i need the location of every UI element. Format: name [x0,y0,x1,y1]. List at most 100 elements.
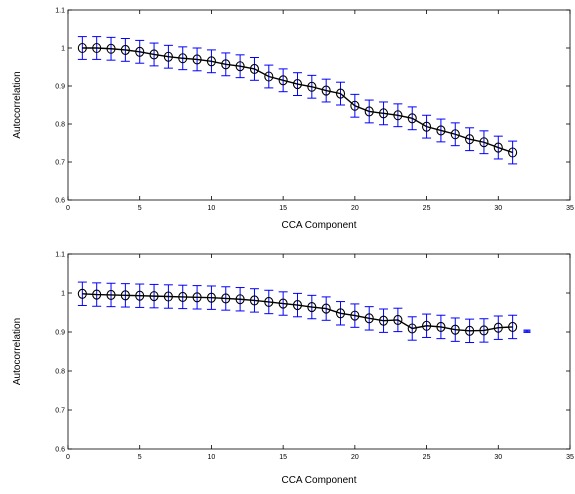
data-point [192,292,202,303]
x-tick-label: 15 [279,454,287,461]
data-point [249,63,260,74]
data-point [278,298,288,309]
x-tick-label: 5 [138,205,142,212]
data-point [493,322,503,333]
data-point [292,79,303,90]
data-point [407,323,417,334]
data-point [206,56,216,67]
data-point [350,310,360,321]
data-point [378,315,389,326]
data-point [436,321,446,332]
data-point [364,106,374,117]
data-point [335,88,346,99]
plot-frame [67,253,571,450]
data-point [422,320,432,331]
x-tick-label: 25 [423,205,431,212]
data-point [92,42,102,54]
data-point [465,134,475,145]
data-point [206,292,216,303]
data-point [321,303,331,314]
data-point [436,125,446,136]
x-tick-label: 35 [566,205,574,212]
data-point [479,137,489,148]
data-point [135,46,145,57]
data-point [77,288,87,299]
y-tick-label: 1 [61,291,65,298]
data-point [450,129,460,140]
y-tick-label: 0.8 [55,369,65,376]
data-point [450,324,460,335]
data-point [393,314,403,325]
x-tick-label: 10 [208,205,216,212]
data-point [493,142,503,153]
data-point [264,71,274,82]
data-point [407,113,417,124]
data-point [106,43,116,54]
data-point [106,289,116,301]
y-tick-label: 0.6 [55,447,65,454]
data-point [321,85,331,96]
data-point [135,290,145,301]
data-point [77,42,87,54]
chart-1: 0 5 10 15 20 25 30 35 0.6 0.7 0.8 0.9 1 1.1 CCA Compon… [12,8,574,232]
data-point [149,291,159,302]
y-tick-label: 1.1 [55,8,65,15]
data-point [335,308,346,319]
x-axis-label: CCA Component [281,475,356,486]
data-point [120,44,130,55]
series-1 [77,36,518,165]
x-tick-label: 5 [138,454,142,461]
x-tick-label: 20 [351,454,359,461]
y-tick-label: 0.7 [55,160,65,167]
data-point [465,325,475,336]
series-line [82,293,513,332]
x-tick-label: 10 [208,454,216,461]
x-tick-label: 35 [566,454,574,461]
x-tick-label: 0 [66,205,70,212]
data-point [364,313,374,324]
x-tick-label: 20 [351,205,359,212]
y-tick-label: 0.9 [55,84,65,91]
data-point [264,296,274,308]
data-point [221,59,231,70]
plot-frame [67,9,571,201]
y-axis-label: Autocorrelation [12,318,23,385]
data-point [178,53,188,64]
data-point [163,291,173,302]
data-point [192,54,202,65]
data-point [149,49,159,60]
y-tick-label: 0.7 [55,408,65,415]
data-point [422,121,432,132]
x-tick-label: 25 [423,454,431,461]
data-point [235,294,245,305]
data-point [92,289,102,300]
data-point [378,108,389,119]
x-tick-label: 15 [279,205,287,212]
data-point [163,51,173,62]
x-tick-label: 30 [494,454,502,461]
data-point [278,75,288,86]
y-axis-label: Autocorrelation [12,71,23,138]
x-axis-label: CCA Component [281,220,356,231]
series-1 [77,281,518,344]
data-point [292,300,303,311]
data-point [393,110,403,121]
x-tick-label: 30 [494,205,502,212]
data-point [178,291,188,302]
y-tick-label: 0.8 [55,122,65,129]
data-point [307,301,317,313]
data-point [235,61,245,72]
data-point [508,321,518,332]
data-point [307,81,317,92]
data-point [221,293,231,304]
data-point [508,147,518,158]
series-line [82,47,513,154]
data-point [350,100,360,111]
data-point [479,325,489,336]
data-point [249,295,260,306]
chart-2: 0 5 10 15 20 25 30 35 0.6 0.7 0.8 0.9 1 1.1 CCA Compon… [12,252,574,487]
data-point [120,290,130,301]
y-tick-label: 1.1 [55,252,65,259]
y-tick-label: 0.6 [55,198,65,205]
